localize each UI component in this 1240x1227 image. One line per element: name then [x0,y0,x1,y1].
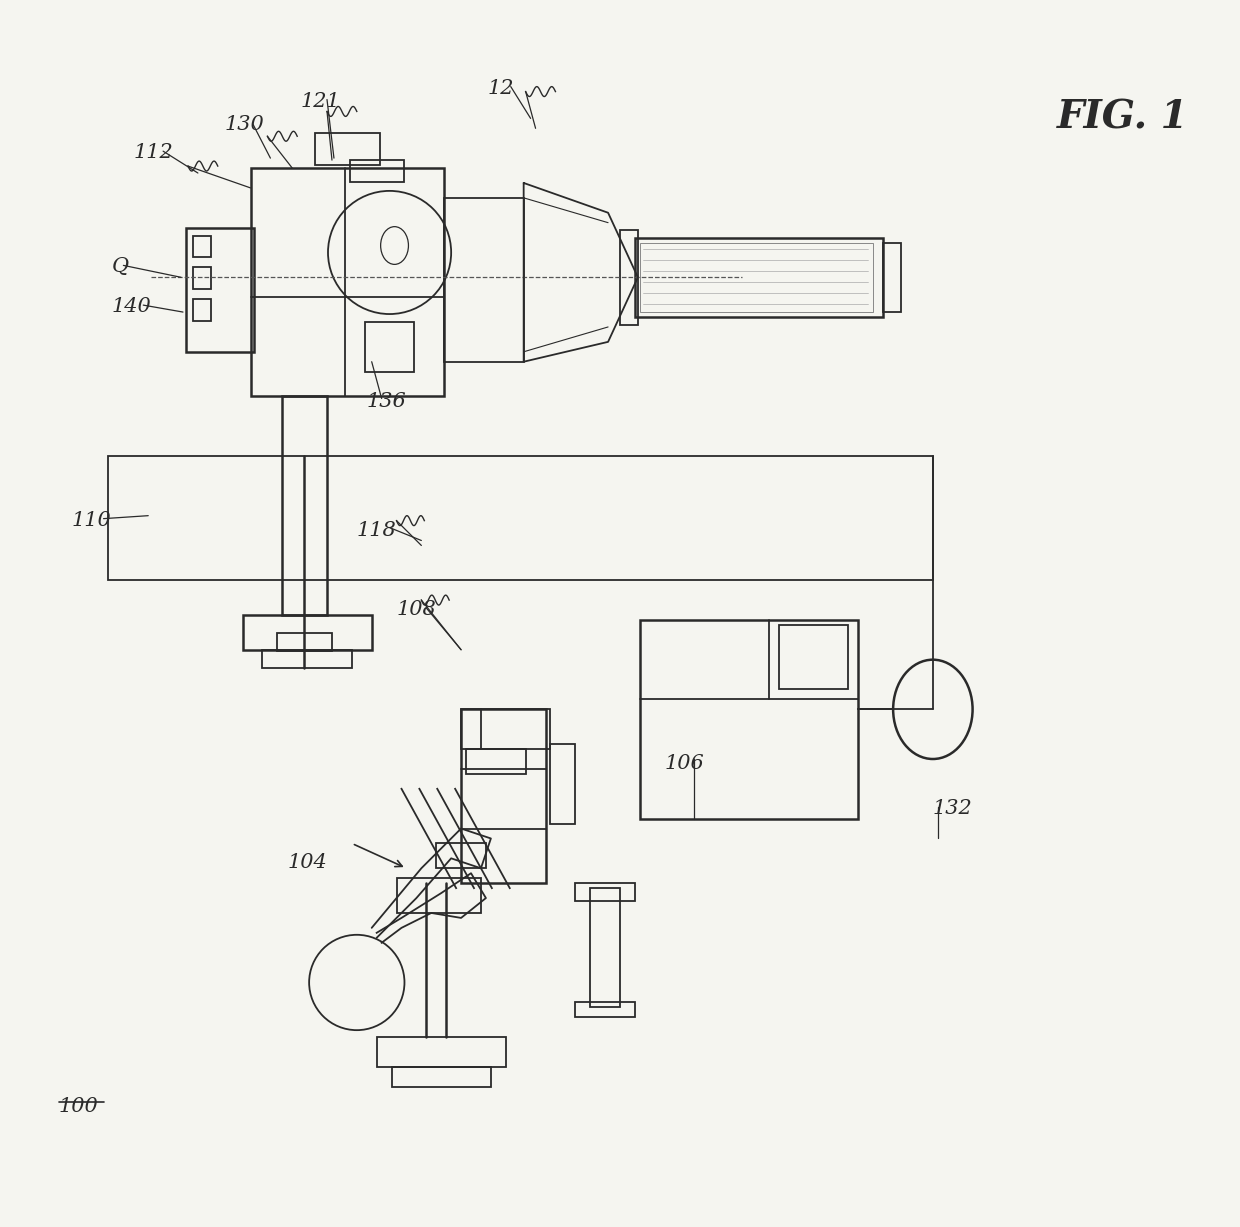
Bar [883,243,901,312]
Text: 104: 104 [288,853,327,872]
Bar [461,709,551,748]
Text: 100: 100 [58,1097,99,1115]
Bar [365,321,414,372]
Text: 132: 132 [932,799,972,817]
Bar [186,228,253,352]
Bar [590,888,620,1007]
Bar [250,168,444,396]
Text: 140: 140 [112,297,151,317]
Bar [263,650,352,667]
Text: 121: 121 [300,92,340,110]
Bar [108,456,932,580]
Bar [278,633,332,650]
Text: 110: 110 [72,510,112,530]
Bar [575,883,635,901]
Text: 12: 12 [487,79,515,98]
Bar [575,1002,635,1017]
Bar [779,625,848,690]
Bar [193,299,211,321]
Text: Q: Q [112,258,129,276]
Bar [193,236,211,258]
Bar [444,198,523,362]
Bar [377,1037,506,1067]
Bar [620,229,637,325]
Text: 118: 118 [357,520,397,540]
Bar [350,160,404,182]
Bar [315,134,379,166]
Bar [436,843,486,869]
Bar [397,879,481,913]
Text: 130: 130 [224,115,264,135]
Bar [640,243,873,312]
Bar [551,744,575,823]
Bar [193,267,211,290]
Text: 136: 136 [367,391,407,411]
Bar [283,396,327,615]
Text: 106: 106 [665,755,704,773]
Text: 108: 108 [397,600,436,620]
Text: 112: 112 [134,144,174,162]
Bar [466,748,526,774]
Bar [461,709,546,883]
Bar [243,615,372,650]
Bar [640,620,858,818]
Text: FIG. 1: FIG. 1 [1056,98,1189,136]
Bar [635,238,883,317]
Bar [392,1067,491,1087]
